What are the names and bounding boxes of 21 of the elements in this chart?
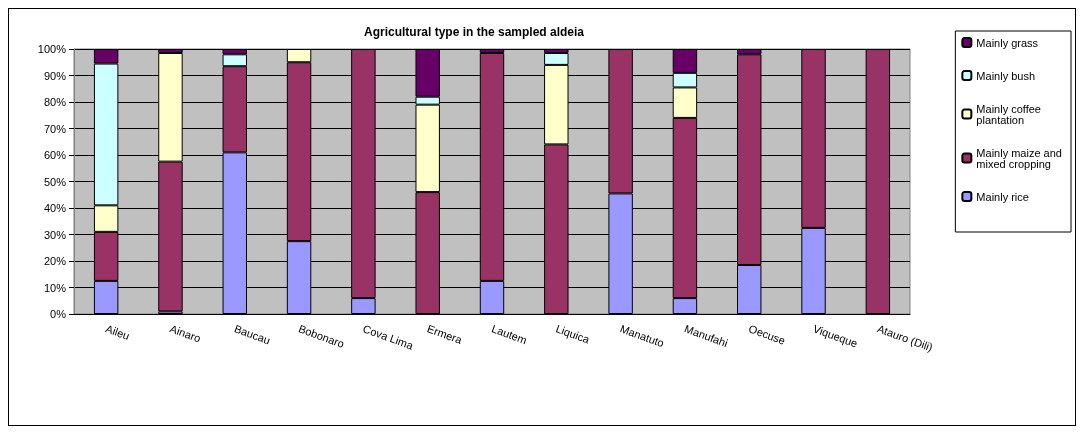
- y-tick-label: 100%: [37, 43, 67, 55]
- y-tick-label: 20%: [43, 255, 67, 267]
- x-tick-label: Aileu: [104, 322, 132, 342]
- legend-label: Mainly bush: [976, 69, 1036, 82]
- x-tick-label: Ainaro: [168, 322, 203, 345]
- y-tick-label: 60%: [43, 149, 67, 161]
- y-tick-label: 10%: [43, 281, 67, 294]
- x-tick-label: Cova Lima: [361, 322, 416, 352]
- x-tick-label: Atauro (Dili): [875, 322, 935, 354]
- y-tick-label: 0%: [50, 308, 67, 320]
- y-tick-label: 80%: [43, 96, 67, 108]
- y-tick-label: 50%: [43, 175, 67, 188]
- legend-label: Mainly coffee plantation: [976, 102, 1045, 126]
- y-tick-label: 40%: [43, 202, 67, 214]
- legend-label: Mainly maize and mixed cropping: [976, 146, 1066, 170]
- y-tick-label: 90%: [43, 69, 67, 82]
- y-tick-label: 70%: [43, 122, 67, 135]
- legend-label: Mainly grass: [976, 36, 1039, 49]
- legend-label: Mainly rice: [976, 190, 1029, 203]
- chart-title: Agricultural type in the sampled aldeia: [363, 25, 585, 39]
- y-tick-label: 30%: [43, 228, 67, 241]
